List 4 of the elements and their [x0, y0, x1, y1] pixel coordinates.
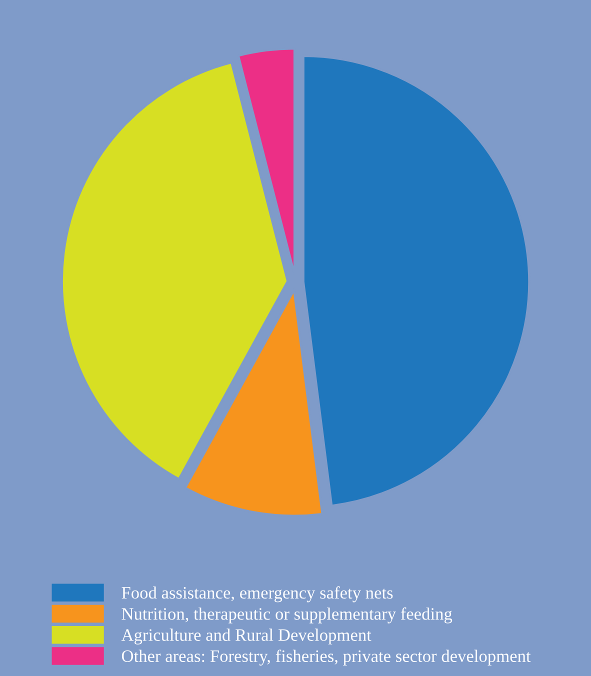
- legend-label: Other areas: Forestry, fisheries, private sector development: [122, 650, 531, 666]
- legend-label: Nutrition, therapeutic or supplementary feeding: [122, 607, 452, 624]
- legend-label: Food assistance, emergency safety nets: [122, 586, 393, 602]
- legend-label: Agriculture and Rural Development: [121, 628, 372, 644]
